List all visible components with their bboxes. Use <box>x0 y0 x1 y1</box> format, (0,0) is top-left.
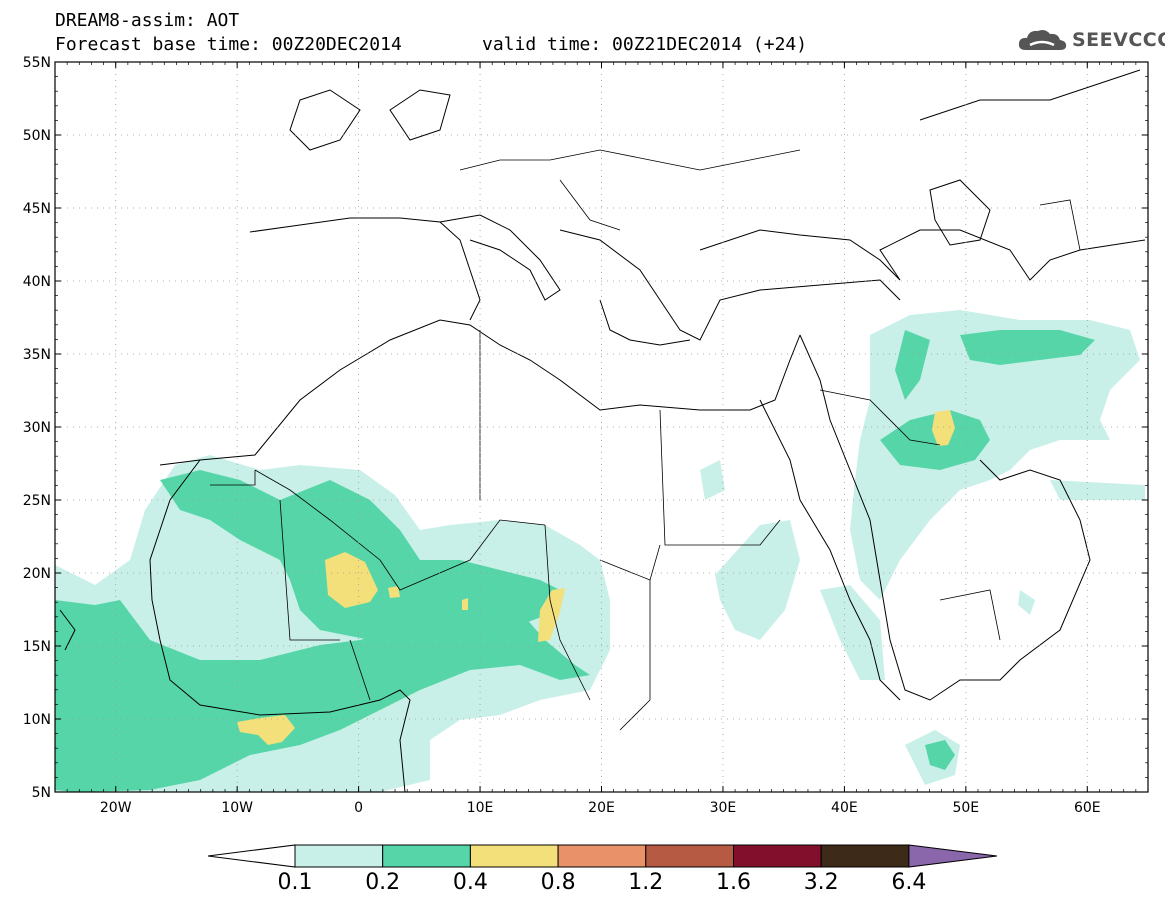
colorbar-label: 0.1 <box>277 870 313 895</box>
lon-label: 0 <box>354 800 363 816</box>
colorbar-label: 1.2 <box>628 870 664 895</box>
lon-label: 10E <box>467 800 494 816</box>
title-line-2: Forecast base time: 00Z20DEC2014 <box>55 34 402 55</box>
lat-label: 20N <box>23 566 51 582</box>
colorbar-segment <box>557 844 647 868</box>
lon-label: 40E <box>831 800 858 816</box>
colorbar-label: 1.6 <box>716 870 751 895</box>
colorbar-segment <box>645 844 734 868</box>
valid-time: valid time: 00Z21DEC2014 (+24) <box>482 34 808 55</box>
lat-label: 50N <box>23 128 51 144</box>
lat-label: 30N <box>23 420 51 436</box>
lat-label: 25N <box>23 493 51 509</box>
colorbar-segment <box>382 844 471 868</box>
longitude-labels: 20W 10W 0 10E 20E 30E 40E 50E 60E <box>100 800 1101 816</box>
lat-label: 10N <box>23 712 51 728</box>
lon-label: 50E <box>952 800 979 816</box>
axis-ticks <box>54 61 1149 793</box>
lon-label: 20E <box>588 800 615 816</box>
colorbar-label: 0.4 <box>452 870 488 895</box>
colorbar-label: 3.2 <box>803 870 839 895</box>
aot-field-high <box>237 410 955 745</box>
colorbar-high-arrow <box>908 844 997 868</box>
colorbar-segment <box>820 844 910 868</box>
lat-label: 15N <box>23 639 51 655</box>
latitude-labels: 55N 50N 45N 40N 35N 30N 25N 20N 15N 10N 5N <box>23 55 51 801</box>
colorbar-segment <box>469 844 559 868</box>
colorbar-low-arrow <box>207 844 296 868</box>
title-line-1: DREAM8-assim: AOT <box>55 10 240 31</box>
colorbar-segment <box>733 844 822 868</box>
lon-label: 10W <box>221 800 253 816</box>
graticule <box>55 62 1148 792</box>
country-borders <box>210 149 1081 731</box>
lat-label: 35N <box>23 347 51 363</box>
colorbar-label: 0.8 <box>540 870 576 895</box>
lat-label: 45N <box>23 201 51 217</box>
lon-label: 30E <box>710 800 737 816</box>
colorbar-label: 6.4 <box>891 870 927 895</box>
colorbar-label: 0.2 <box>365 870 401 895</box>
lon-label: 60E <box>1074 800 1101 816</box>
cloud-icon <box>1018 30 1067 50</box>
lat-label: 40N <box>23 274 51 290</box>
lat-label: 55N <box>23 55 51 71</box>
aot-field-mid <box>55 330 1095 792</box>
colorbar-segment <box>294 844 384 868</box>
logo-text: SEEVCCC <box>1072 29 1165 51</box>
lon-label: 20W <box>100 800 132 816</box>
seevccc-logo: SEEVCCC <box>1018 26 1165 54</box>
lat-label: 5N <box>32 785 51 801</box>
coastlines <box>59 69 1146 792</box>
